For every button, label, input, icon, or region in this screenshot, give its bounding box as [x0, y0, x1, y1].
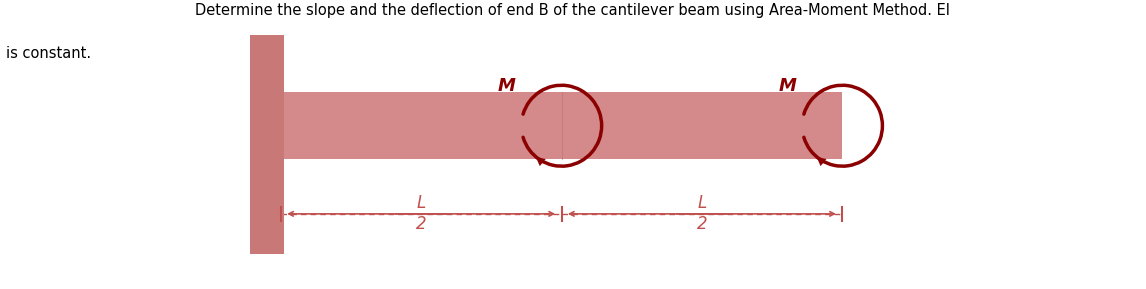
Bar — [281, 92, 842, 159]
Bar — [250, 35, 284, 254]
Text: Determine the slope and the deflection of end B of the cantilever beam using Are: Determine the slope and the deflection o… — [196, 3, 950, 18]
Text: 2: 2 — [416, 215, 426, 233]
Text: L: L — [416, 194, 426, 212]
Text: 2: 2 — [697, 215, 707, 233]
Text: is constant.: is constant. — [6, 46, 91, 61]
Text: M: M — [497, 77, 516, 95]
Text: M: M — [778, 77, 796, 95]
Text: L: L — [697, 194, 707, 212]
